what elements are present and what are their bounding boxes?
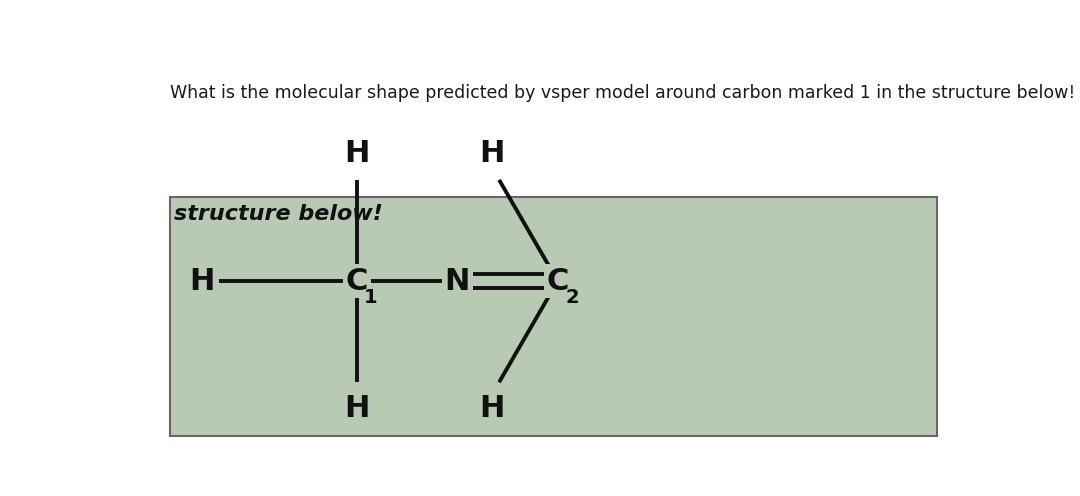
- Text: C: C: [546, 266, 569, 296]
- Text: H: H: [480, 394, 505, 423]
- Text: H: H: [345, 394, 369, 423]
- Text: What is the molecular shape predicted by vsper model around carbon marked 1 in t: What is the molecular shape predicted by…: [171, 84, 1076, 102]
- Text: H: H: [345, 139, 369, 168]
- Text: structure below!: structure below!: [174, 204, 383, 224]
- Text: 2: 2: [565, 288, 579, 307]
- Text: 1: 1: [364, 288, 378, 307]
- Text: H: H: [480, 139, 505, 168]
- Text: C: C: [346, 266, 368, 296]
- Bar: [171, 197, 936, 435]
- Text: N: N: [445, 266, 470, 296]
- Text: H: H: [189, 266, 215, 296]
